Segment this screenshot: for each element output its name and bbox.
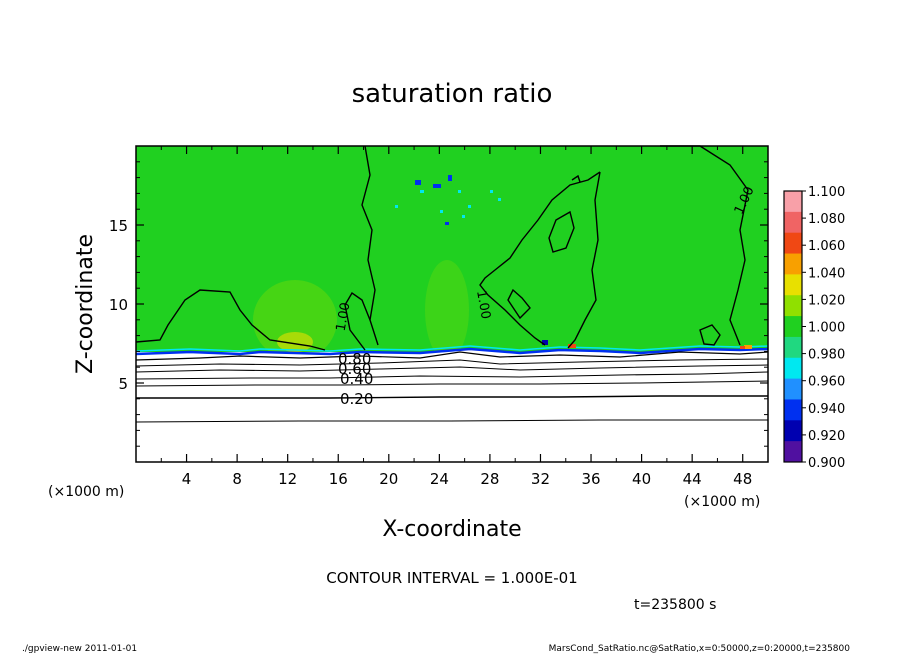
x-tick-label: 16	[329, 470, 348, 488]
field-patch	[277, 332, 313, 352]
x-tick-label: 44	[683, 470, 702, 488]
footer-left-text: ./gpview-new 2011-01-01	[22, 644, 137, 654]
field-patch	[425, 260, 469, 360]
y-tick-label: 5	[118, 375, 128, 393]
colorbar: 1.100 1.080 1.060 1.040 1.020 1.000 0.980 0.960…	[783, 185, 845, 471]
contour-label: 0.60	[338, 360, 371, 378]
contour-low-levels	[135, 351, 769, 423]
contour-label: 1.00	[334, 301, 354, 332]
x-unit-label-right: (×1000 m)	[684, 494, 760, 510]
unsaturated-region	[136, 349, 768, 462]
colorbar-swatch	[784, 316, 802, 338]
colorbar-swatch	[784, 295, 802, 317]
x-tick-label: 32	[531, 470, 550, 488]
colorbar-swatch	[784, 357, 802, 380]
time-stamp-text: t=235800 s	[634, 597, 716, 613]
colorbar-label: 0.900	[808, 456, 845, 471]
x-unit-label-left: (×1000 m)	[48, 484, 124, 500]
colorbar-swatch	[784, 399, 802, 421]
colorbar-swatch	[784, 253, 802, 275]
contour-1-00	[135, 145, 749, 351]
colorbar-swatch	[784, 274, 802, 296]
x-tick-label: 12	[278, 470, 297, 488]
colorbar-swatch	[784, 211, 802, 234]
x-tick-label: 8	[232, 470, 242, 488]
colorbar-label: 1.000	[808, 321, 845, 336]
boundary-band	[135, 347, 769, 356]
x-tick-label: 48	[733, 470, 752, 488]
x-tick-label: 40	[632, 470, 651, 488]
x-axis: 4 8 12 16 20 24 28 32 36 40 44 48	[160, 146, 752, 488]
contour-interval-text: CONTOUR INTERVAL = 1.000E-01	[326, 569, 577, 587]
x-tick-label: 20	[379, 470, 398, 488]
x-tick-label: 28	[480, 470, 499, 488]
speckles	[395, 175, 752, 349]
y-axis-label: Z-coordinate	[73, 234, 98, 374]
plot-area: 1.00 1.00 1.00 0.80 0.60 0.40 0.20	[135, 145, 769, 463]
colorbar-label: 1.100	[808, 185, 845, 200]
colorbar-label: 1.040	[808, 266, 845, 281]
x-tick-label: 24	[430, 470, 449, 488]
colorbar-swatch	[784, 378, 802, 400]
contour-label: 1.00	[473, 289, 493, 320]
y-tick-label: 15	[109, 217, 128, 235]
colorbar-label: 0.940	[808, 402, 845, 417]
colorbar-swatch	[784, 232, 802, 255]
colorbar-label: 1.020	[808, 293, 845, 308]
colorbar-swatch	[784, 420, 802, 442]
colorbar-label: 1.060	[808, 239, 845, 254]
contour-label: 0.20	[340, 390, 373, 408]
colorbar-label: 0.960	[808, 375, 845, 390]
colorbar-swatch	[784, 336, 802, 359]
chart-title: saturation ratio	[352, 79, 553, 109]
y-axis: 5 10 15	[109, 161, 768, 447]
footer-right-text: MarsCond_SatRatio.nc@SatRatio,x=0:50000,…	[549, 644, 851, 654]
contour-label: 0.80	[338, 350, 371, 368]
colorbar-swatch	[784, 191, 802, 213]
colorbar-swatch	[784, 441, 802, 463]
contour-label: 0.40	[340, 370, 373, 388]
colorbar-label: 0.920	[808, 429, 845, 444]
colorbar-label: 0.980	[808, 348, 845, 363]
colorbar-label: 1.080	[808, 212, 845, 227]
x-tick-label: 4	[182, 470, 192, 488]
x-tick-label: 36	[581, 470, 600, 488]
x-axis-label: X-coordinate	[382, 517, 521, 542]
y-tick-label: 10	[109, 296, 128, 314]
boundary-band-cyan	[135, 345, 769, 352]
